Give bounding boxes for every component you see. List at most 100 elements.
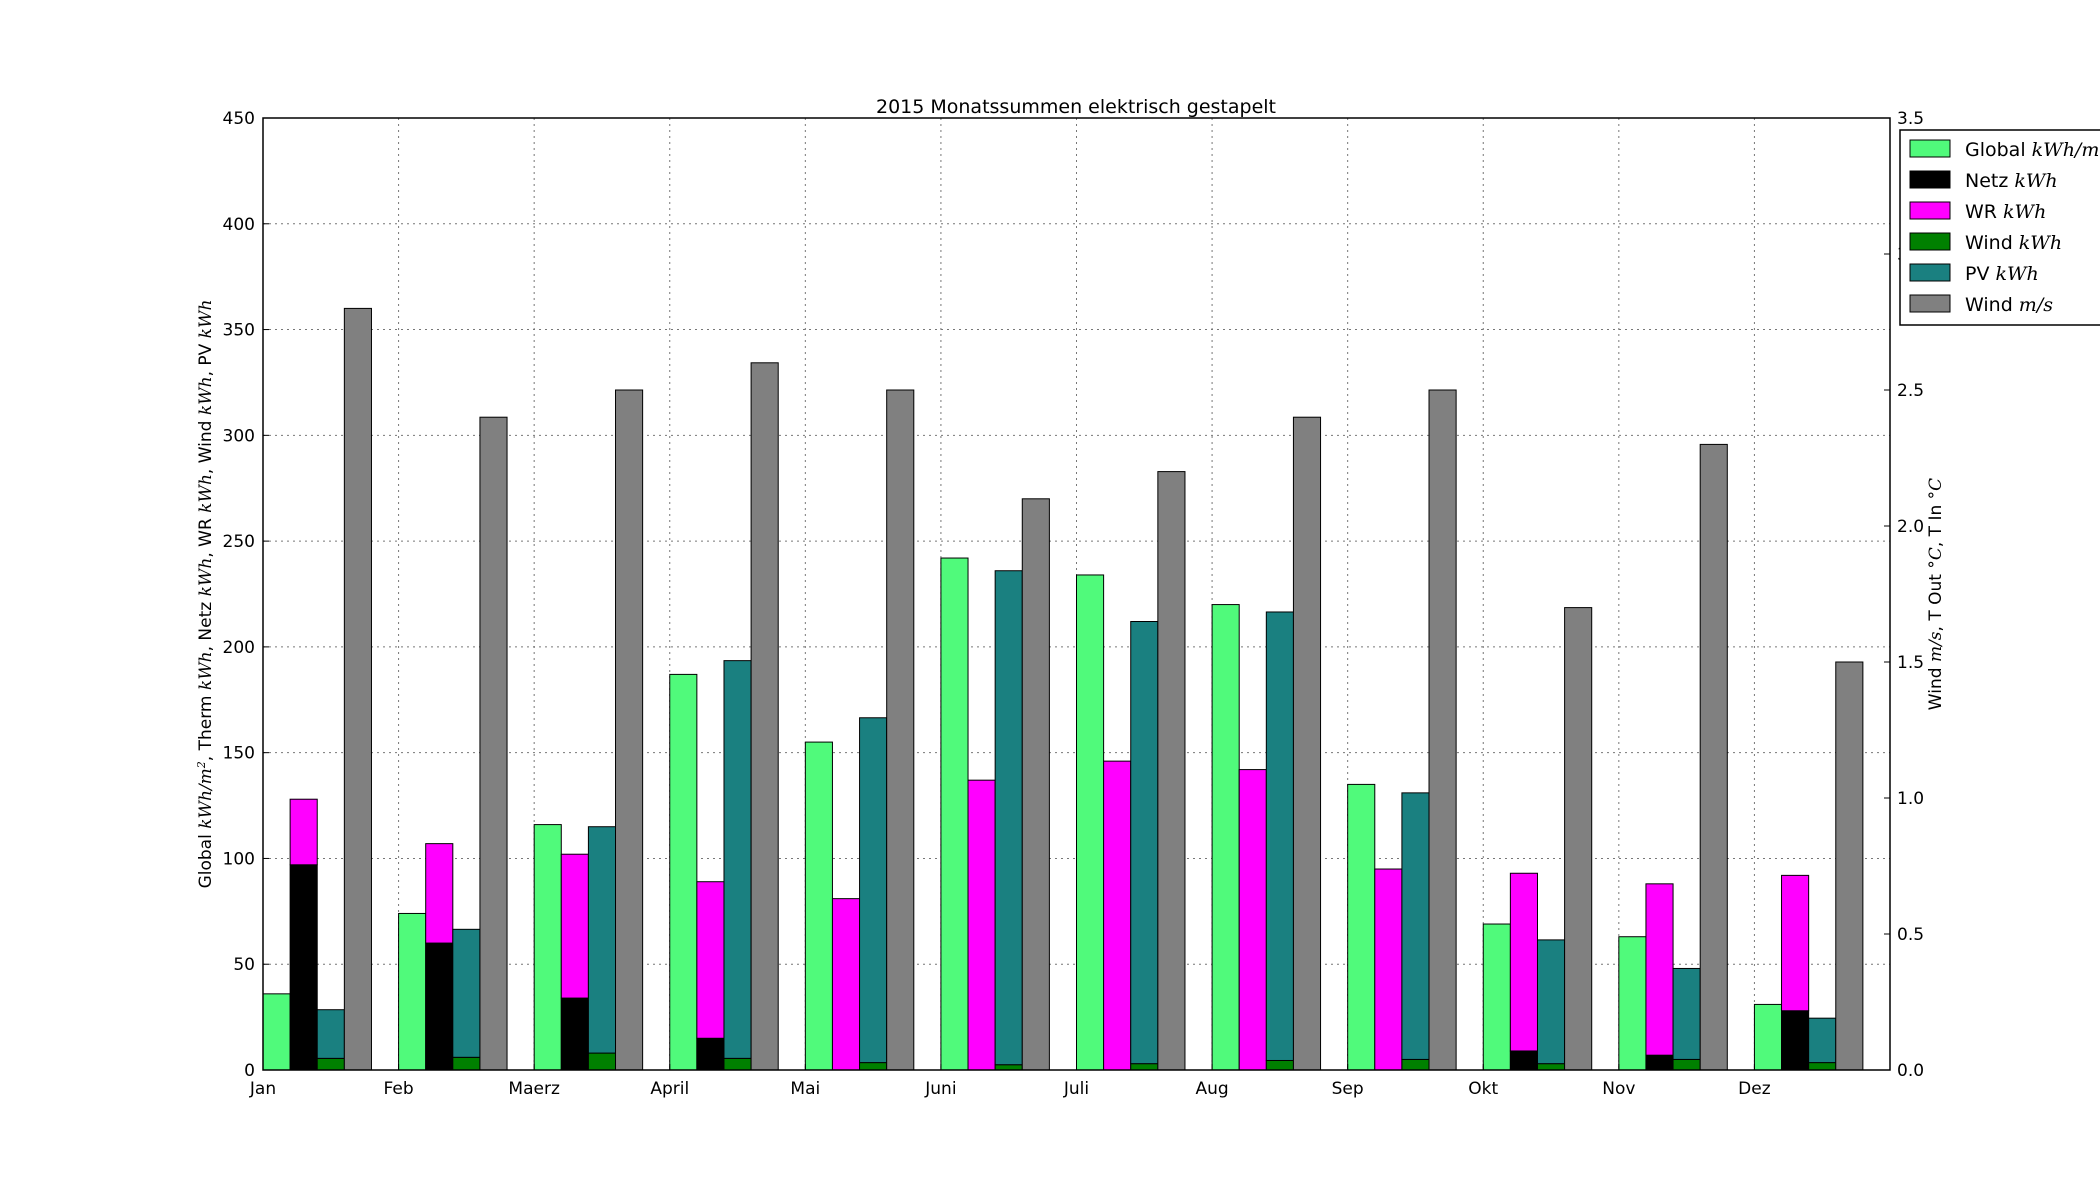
y-axis-label-right: Wind m/s, T Out °C, T In °C — [1926, 478, 1946, 710]
y-tick-label-left: 300 — [223, 426, 255, 446]
legend-swatch — [1909, 294, 1951, 313]
y-tick-label-right: 1.0 — [1897, 789, 1924, 809]
x-tick-label: Sep — [1332, 1079, 1364, 1099]
bar-global-kwh-m- — [1076, 574, 1105, 1071]
x-tick-label: Mai — [790, 1079, 820, 1099]
bar-wind-m-s — [1699, 443, 1728, 1071]
bar-global-kwh-m- — [1211, 604, 1240, 1071]
bar-wr-kwh — [1509, 872, 1538, 1052]
bar-wind-m-s — [479, 416, 508, 1071]
bar-global-kwh-m- — [262, 993, 291, 1071]
bar-global-kwh-m- — [1618, 936, 1647, 1071]
bar-netz-kwh — [425, 942, 454, 1071]
y-tick-label-right: 2.5 — [1897, 381, 1924, 401]
y-axis-label-right-text: Wind m/s, T Out °C, T In °C — [1926, 478, 1946, 710]
x-tick-label: Nov — [1602, 1079, 1635, 1099]
bar-pv-kwh — [1808, 1017, 1837, 1064]
bar-wr-kwh — [1374, 868, 1403, 1071]
bar-wind-m-s — [1564, 607, 1593, 1071]
bar-pv-kwh — [1265, 611, 1294, 1061]
bar-wind-m-s — [343, 307, 372, 1071]
y-tick-label-left: 0 — [244, 1061, 255, 1081]
bar-wind-kwh — [1672, 1058, 1701, 1071]
legend-label: Wind m/s — [1965, 294, 2053, 316]
bar-pv-kwh — [1536, 939, 1566, 1065]
legend-swatch — [1909, 139, 1951, 158]
bar-wind-kwh — [1808, 1062, 1837, 1071]
bar-netz-kwh — [1781, 1010, 1810, 1071]
bar-pv-kwh — [994, 570, 1023, 1066]
legend: Global kWh/m Netz kWh WR kWh Wind kWh PV kWh… — [1899, 129, 2100, 326]
x-tick-label: Juni — [924, 1079, 956, 1099]
legend-label: PV kWh — [1965, 263, 2039, 285]
bar-pv-kwh — [1401, 792, 1430, 1060]
bar-wind-kwh — [1536, 1063, 1566, 1071]
bar-pv-kwh — [452, 928, 481, 1058]
bar-wr-kwh — [1103, 760, 1132, 1071]
x-tick-label: Dez — [1738, 1079, 1771, 1099]
bar-netz-kwh — [289, 864, 318, 1071]
bar-global-kwh-m- — [398, 912, 427, 1071]
bar-global-kwh-m- — [533, 824, 562, 1071]
bar-wind-m-s — [1157, 471, 1186, 1071]
legend-box — [1899, 129, 2100, 326]
y-tick-label-left: 50 — [233, 955, 255, 975]
x-tick-label: Juli — [1063, 1079, 1089, 1099]
bar-global-kwh-m- — [1347, 783, 1376, 1071]
bars — [262, 307, 1864, 1071]
legend-label: Wind kWh — [1965, 232, 2062, 254]
legend-swatch — [1909, 263, 1951, 282]
y-tick-label-left: 200 — [223, 638, 255, 658]
bar-wind-kwh — [859, 1062, 888, 1071]
y-tick-label-left: 400 — [223, 215, 255, 235]
bar-global-kwh-m- — [804, 741, 833, 1071]
bar-wr-kwh — [831, 898, 861, 1071]
bar-wind-kwh — [1130, 1063, 1159, 1071]
x-tick-label: Okt — [1468, 1079, 1498, 1099]
x-tick-label: Aug — [1195, 1079, 1228, 1099]
bar-wind-kwh — [723, 1057, 752, 1071]
legend-label: WR kWh — [1965, 201, 2046, 223]
legend-swatch — [1909, 232, 1951, 251]
y-tick-label-right: 3.5 — [1897, 109, 1924, 129]
y-axis-label-left-text: Global kWh/m2, Therm kWh, Netz kWh, WR k… — [195, 300, 217, 889]
y-tick-label-left: 100 — [223, 849, 255, 869]
y-tick-label-right: 0.5 — [1897, 925, 1924, 945]
y-tick-label-left: 350 — [223, 321, 255, 341]
bar-wr-kwh — [696, 881, 725, 1039]
legend-swatch — [1909, 201, 1951, 220]
bar-global-kwh-m- — [1482, 923, 1511, 1071]
bar-wind-m-s — [1021, 498, 1050, 1071]
bar-wr-kwh — [425, 843, 454, 944]
bar-pv-kwh — [316, 1009, 345, 1059]
bar-wind-m-s — [1292, 416, 1322, 1071]
bar-netz-kwh — [1509, 1050, 1538, 1071]
y-tick-label-left: 150 — [223, 744, 255, 764]
bar-wr-kwh — [1238, 769, 1267, 1071]
bar-wind-m-s — [750, 362, 779, 1071]
y-tick-label-left: 450 — [223, 109, 255, 129]
y-tick-label-left: 250 — [223, 532, 255, 552]
bar-pv-kwh — [1672, 967, 1701, 1060]
bar-netz-kwh — [1645, 1054, 1674, 1071]
bar-wind-kwh — [1265, 1059, 1294, 1071]
x-tick-label: Maerz — [508, 1079, 560, 1099]
y-tick-label-right: 1.5 — [1897, 653, 1924, 673]
bar-wind-kwh — [316, 1057, 345, 1071]
bar-wind-m-s — [615, 389, 644, 1071]
axis-ticks: 0 50 100 150 200 250 300 350 400 450 0.0 0.5 1.0 1.5 2… — [223, 109, 1925, 1099]
legend-label: Netz kWh — [1965, 170, 2058, 192]
x-tick-label: Jan — [249, 1079, 276, 1099]
bar-wind-kwh — [994, 1064, 1023, 1071]
bar-global-kwh-m- — [669, 673, 698, 1071]
bar-wr-kwh — [1645, 883, 1674, 1056]
y-tick-label-right: 0.0 — [1897, 1061, 1924, 1081]
legend-label: Global kWh/m — [1965, 139, 2099, 161]
bar-pv-kwh — [587, 826, 617, 1054]
legend-swatch — [1909, 170, 1951, 189]
bar-wr-kwh — [1781, 874, 1810, 1012]
bar-wind-m-s — [1835, 661, 1864, 1071]
x-tick-label: Feb — [384, 1079, 414, 1099]
bar-pv-kwh — [1130, 621, 1159, 1065]
